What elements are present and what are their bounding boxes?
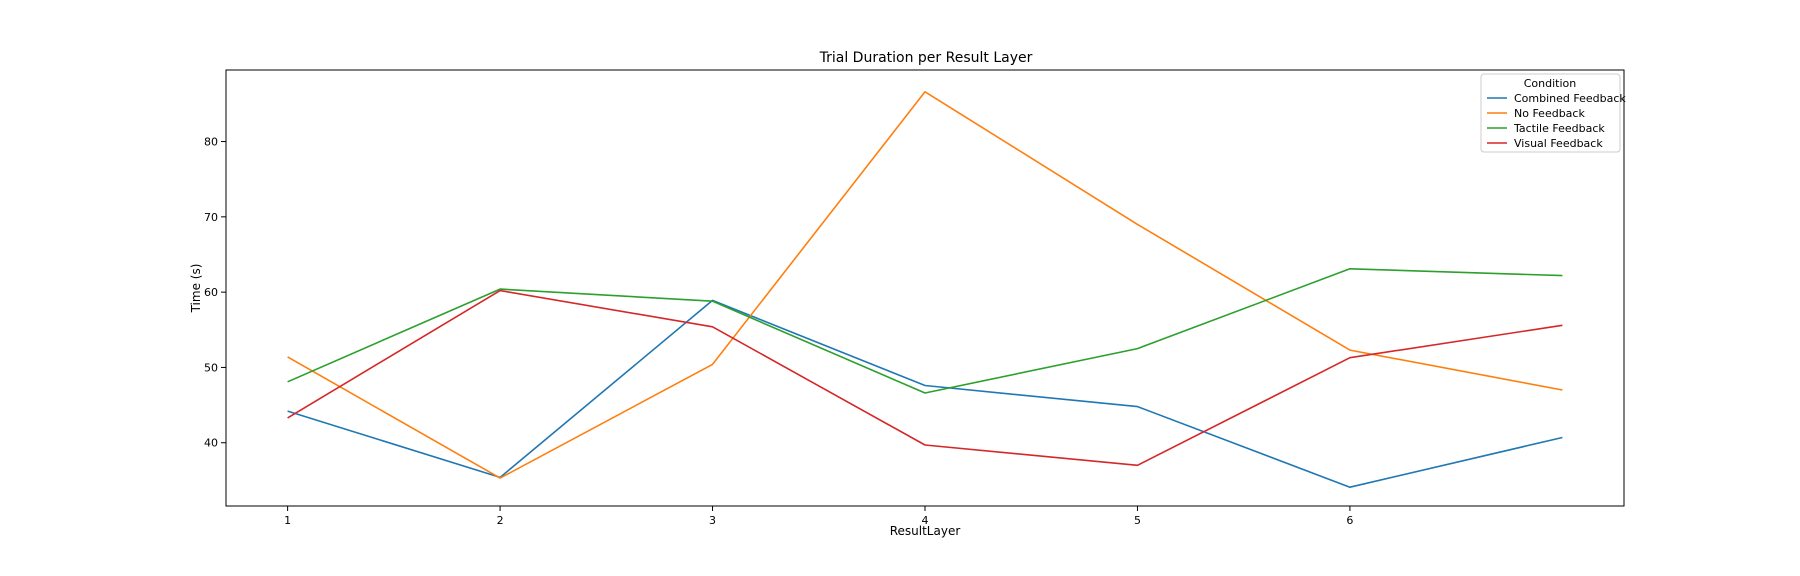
chart-title: Trial Duration per Result Layer <box>819 50 1033 66</box>
legend-item-tactile-feedback: Tactile Feedback <box>1487 122 1605 135</box>
series-line-tactile-feedback <box>287 267 1563 394</box>
series-line-no-feedback <box>287 91 1563 479</box>
y-axis-ticks: 40 50 60 70 80 <box>204 136 226 450</box>
legend-label: No Feedback <box>1514 107 1585 120</box>
legend-label: Combined Feedback <box>1514 92 1626 105</box>
legend-item-no-feedback: No Feedback <box>1487 107 1585 120</box>
legend-label: Visual Feedback <box>1514 137 1603 150</box>
x-tick-label: 3 <box>709 514 716 527</box>
legend-item-combined-feedback: Combined Feedback <box>1487 92 1626 105</box>
x-axis-label: ResultLayer <box>890 524 961 538</box>
x-axis-ticks: 1 2 3 4 5 6 <box>284 506 1353 527</box>
y-tick-label: 80 <box>204 136 218 149</box>
legend-title: Condition <box>1524 77 1577 90</box>
y-axis-label: Time (s) <box>189 264 203 314</box>
plot-frame <box>225 69 1625 507</box>
series-line-visual-feedback <box>287 289 1563 467</box>
series-layer <box>287 91 1563 489</box>
legend-items: Combined Feedback No Feedback Tactile Feed… <box>1487 92 1626 150</box>
x-tick-label: 5 <box>1134 514 1141 527</box>
y-tick-label: 60 <box>204 286 218 299</box>
x-tick-label: 6 <box>1346 514 1353 527</box>
x-tick-label: 1 <box>284 514 291 527</box>
y-tick-label: 50 <box>204 361 218 374</box>
legend-label: Tactile Feedback <box>1513 122 1605 135</box>
x-tick-label: 2 <box>497 514 504 527</box>
legend-item-visual-feedback: Visual Feedback <box>1487 137 1603 150</box>
legend-box <box>1480 73 1621 153</box>
y-tick-label: 70 <box>204 211 218 224</box>
legend: Condition Combined Feedback No Feedback Ta… <box>1480 73 1626 153</box>
y-tick-label: 40 <box>204 437 218 450</box>
x-tick-label: 4 <box>922 514 929 527</box>
